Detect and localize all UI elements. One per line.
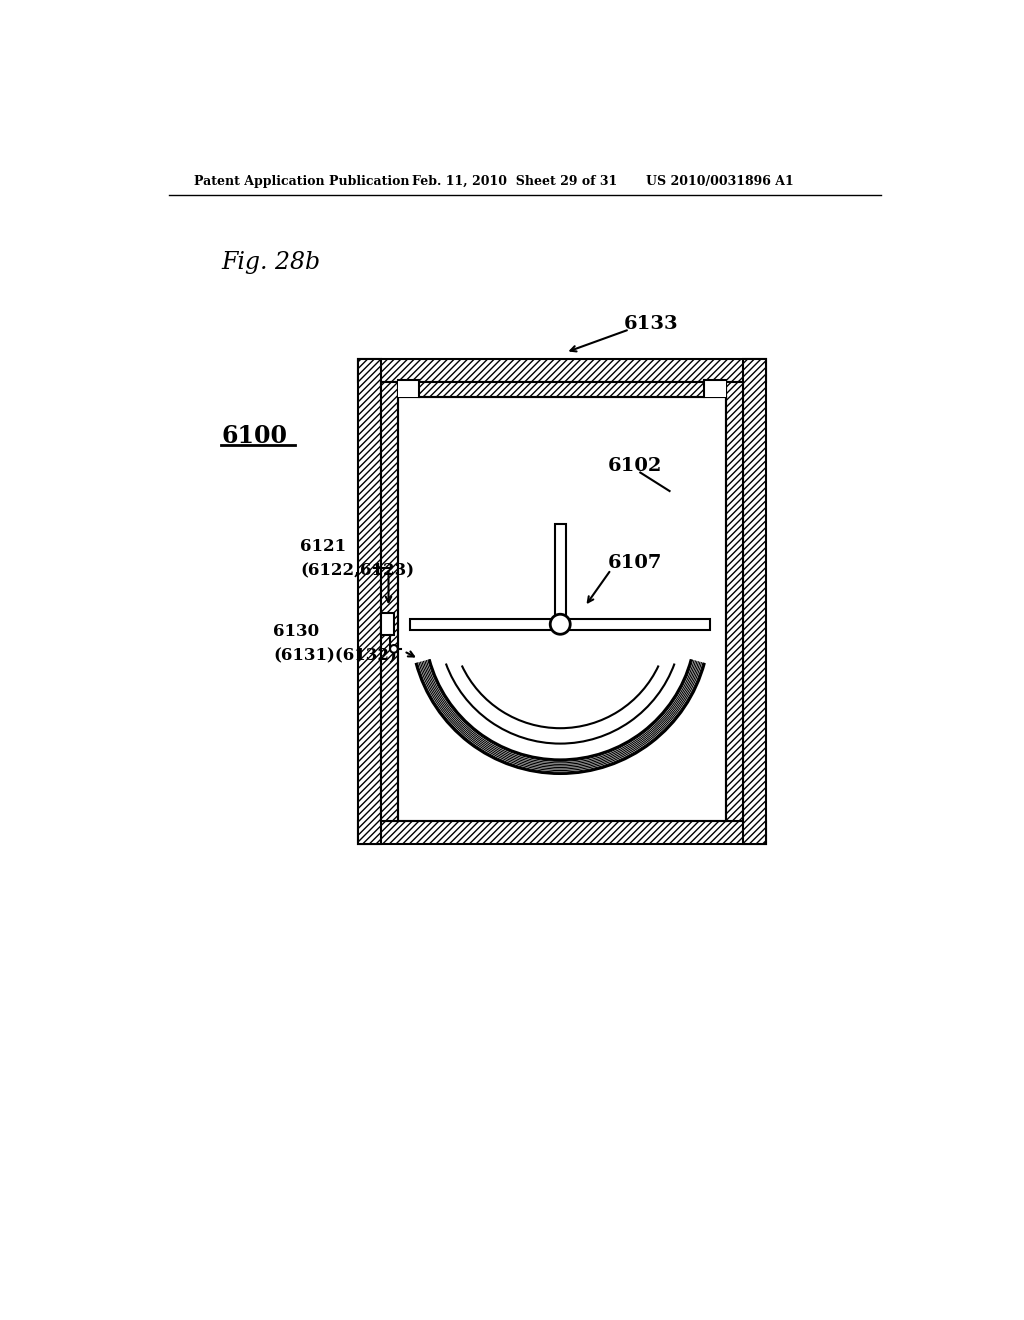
Bar bbox=[555, 524, 565, 624]
Circle shape bbox=[550, 614, 570, 635]
Text: 6133: 6133 bbox=[624, 315, 678, 333]
Bar bbox=[357, 359, 766, 381]
Bar bbox=[357, 821, 766, 843]
Bar bbox=[381, 381, 397, 821]
Text: 6121
(6122,6123): 6121 (6122,6123) bbox=[300, 539, 414, 579]
Text: 6102: 6102 bbox=[608, 458, 663, 475]
Bar bbox=[397, 380, 419, 397]
Text: 6107: 6107 bbox=[608, 553, 663, 572]
Text: Feb. 11, 2010  Sheet 29 of 31: Feb. 11, 2010 Sheet 29 of 31 bbox=[412, 176, 616, 187]
Text: Fig. 28b: Fig. 28b bbox=[221, 251, 321, 273]
Text: 6100: 6100 bbox=[221, 424, 288, 447]
Bar bbox=[726, 381, 742, 821]
Bar bbox=[410, 619, 711, 630]
Circle shape bbox=[390, 645, 397, 653]
Text: 6130
(6131)(6132): 6130 (6131)(6132) bbox=[273, 623, 397, 664]
Text: Patent Application Publication: Patent Application Publication bbox=[194, 176, 410, 187]
Bar bbox=[381, 614, 394, 635]
Text: US 2010/0031896 A1: US 2010/0031896 A1 bbox=[646, 176, 795, 187]
Bar bbox=[357, 359, 381, 843]
Bar bbox=[705, 380, 726, 397]
Bar bbox=[742, 359, 766, 843]
Bar bbox=[397, 381, 726, 397]
